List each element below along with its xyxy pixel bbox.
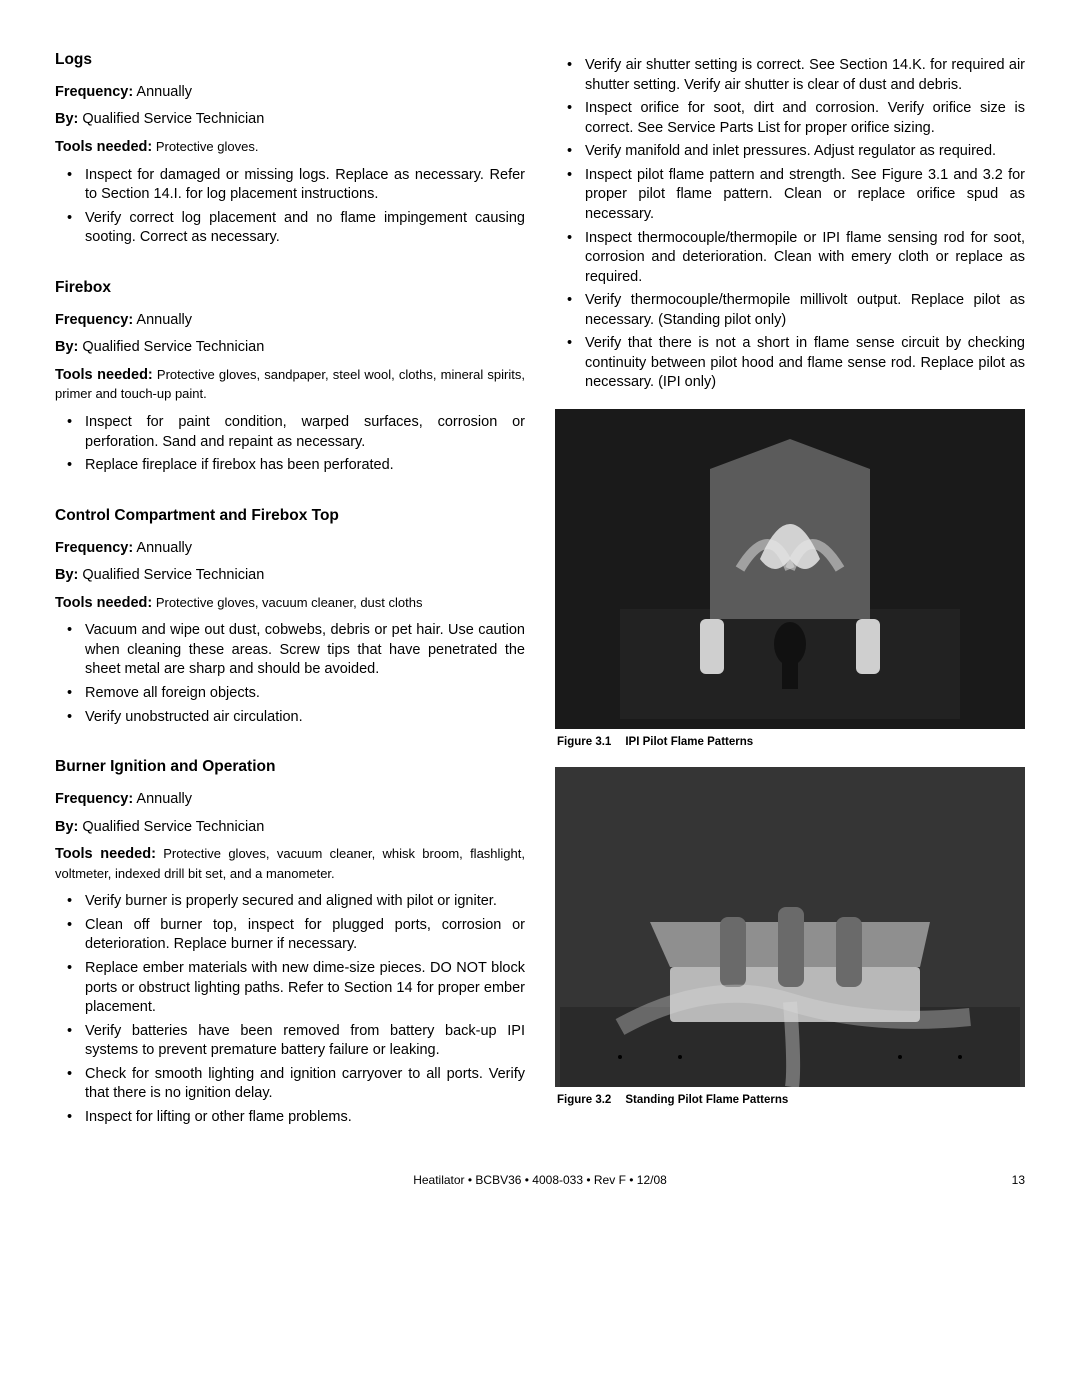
figure-3-1-image [555, 409, 1025, 729]
meta-value: Annually [133, 84, 192, 100]
meta-label: Tools needed: [55, 139, 152, 155]
list-item: Verify correct log placement and no flam… [55, 209, 525, 248]
meta-label: Frequency: [55, 791, 133, 807]
meta-value: Annually [133, 791, 192, 807]
footer-text: Heatilator • BCBV36 • 4008-033 • Rev F •… [413, 1173, 667, 1187]
list-item: Verify thermocouple/thermopile millivolt… [555, 291, 1025, 330]
bullet-list: Verify burner is properly secured and al… [55, 892, 525, 1127]
page-number: 13 [1012, 1172, 1025, 1188]
list-item: Inspect thermocouple/thermopile or IPI f… [555, 229, 1025, 288]
meta-label: Frequency: [55, 540, 133, 556]
figure-3-2-image [555, 767, 1025, 1087]
meta-value: Annually [133, 540, 192, 556]
meta-label: By: [55, 111, 78, 127]
bullet-list: Inspect for damaged or missing logs. Rep… [55, 166, 525, 248]
list-item: Verify air shutter setting is correct. S… [555, 56, 1025, 95]
meta-line: By: Qualified Service Technician [55, 338, 525, 358]
section-heading: Firebox [55, 278, 525, 299]
meta-line: Tools needed: Protective gloves, vacuum … [55, 845, 525, 884]
list-item: Verify that there is not a short in flam… [555, 334, 1025, 393]
meta-label: Tools needed: [55, 595, 152, 611]
list-item: Check for smooth lighting and ignition c… [55, 1065, 525, 1104]
figure-3-1-title: IPI Pilot Flame Patterns [625, 736, 753, 748]
right-bullet-list: Verify air shutter setting is correct. S… [555, 56, 1025, 393]
page-footer: Heatilator • BCBV36 • 4008-033 • Rev F •… [55, 1172, 1025, 1188]
meta-label: By: [55, 819, 78, 835]
meta-value: Qualified Service Technician [78, 111, 264, 127]
list-item: Replace fireplace if firebox has been pe… [55, 456, 525, 476]
meta-value: Qualified Service Technician [78, 819, 264, 835]
meta-value: Annually [133, 312, 192, 328]
figure-3-1-label: Figure 3.1 [557, 736, 611, 748]
meta-label: By: [55, 339, 78, 355]
figure-3-2-title: Standing Pilot Flame Patterns [625, 1094, 788, 1106]
list-item: Verify unobstructed air circulation. [55, 708, 525, 728]
meta-line: By: Qualified Service Technician [55, 566, 525, 586]
section-0: Logs Frequency: Annually By: Qualified Ser… [55, 50, 525, 248]
section-heading: Logs [55, 50, 525, 71]
meta-line: Tools needed: Protective gloves. [55, 138, 525, 158]
figure-3-1-caption: Figure 3.1 IPI Pilot Flame Patterns [555, 735, 1025, 751]
bullet-list: Inspect for paint condition, warped surf… [55, 413, 525, 476]
meta-value: Qualified Service Technician [78, 567, 264, 583]
list-item: Vacuum and wipe out dust, cobwebs, debri… [55, 621, 525, 680]
meta-line: Frequency: Annually [55, 311, 525, 331]
meta-line: By: Qualified Service Technician [55, 110, 525, 130]
list-item: Inspect pilot flame pattern and strength… [555, 166, 1025, 225]
section-heading: Control Compartment and Firebox Top [55, 506, 525, 527]
meta-value: Protective gloves, vacuum cleaner, dust … [152, 595, 422, 610]
figure-3-1: Figure 3.1 IPI Pilot Flame Patterns [555, 409, 1025, 751]
list-item: Verify manifold and inlet pressures. Adj… [555, 142, 1025, 162]
meta-line: Tools needed: Protective gloves, vacuum … [55, 594, 525, 614]
meta-line: Frequency: Annually [55, 539, 525, 559]
meta-line: Tools needed: Protective gloves, sandpap… [55, 366, 525, 405]
section-3: Burner Ignition and Operation Frequency: … [55, 757, 525, 1127]
meta-label: Tools needed: [55, 367, 153, 383]
right-column: Verify air shutter setting is correct. S… [555, 50, 1025, 1142]
meta-value: Qualified Service Technician [78, 339, 264, 355]
section-2: Control Compartment and Firebox Top Frequ… [55, 506, 525, 727]
list-item: Inspect for paint condition, warped surf… [55, 413, 525, 452]
list-item: Replace ember materials with new dime-si… [55, 959, 525, 1018]
list-item: Remove all foreign objects. [55, 684, 525, 704]
meta-label: Frequency: [55, 84, 133, 100]
section-1: Firebox Frequency: Annually By: Qualified … [55, 278, 525, 476]
meta-line: By: Qualified Service Technician [55, 818, 525, 838]
list-item: Verify burner is properly secured and al… [55, 892, 525, 912]
figure-3-2-caption: Figure 3.2 Standing Pilot Flame Patterns [555, 1093, 1025, 1109]
meta-label: Frequency: [55, 312, 133, 328]
meta-label: Tools needed: [55, 846, 156, 862]
list-item: Inspect for lifting or other flame probl… [55, 1108, 525, 1128]
list-item: Clean off burner top, inspect for plugge… [55, 916, 525, 955]
figure-3-2: Figure 3.2 Standing Pilot Flame Patterns [555, 767, 1025, 1109]
list-item: Verify batteries have been removed from … [55, 1022, 525, 1061]
section-heading: Burner Ignition and Operation [55, 757, 525, 778]
meta-value: Protective gloves. [152, 139, 258, 154]
list-item: Inspect for damaged or missing logs. Rep… [55, 166, 525, 205]
meta-label: By: [55, 567, 78, 583]
list-item: Inspect orifice for soot, dirt and corro… [555, 99, 1025, 138]
meta-line: Frequency: Annually [55, 790, 525, 810]
left-column: Logs Frequency: Annually By: Qualified Ser… [55, 50, 525, 1142]
figure-3-2-label: Figure 3.2 [557, 1094, 611, 1106]
bullet-list: Vacuum and wipe out dust, cobwebs, debri… [55, 621, 525, 727]
meta-line: Frequency: Annually [55, 83, 525, 103]
